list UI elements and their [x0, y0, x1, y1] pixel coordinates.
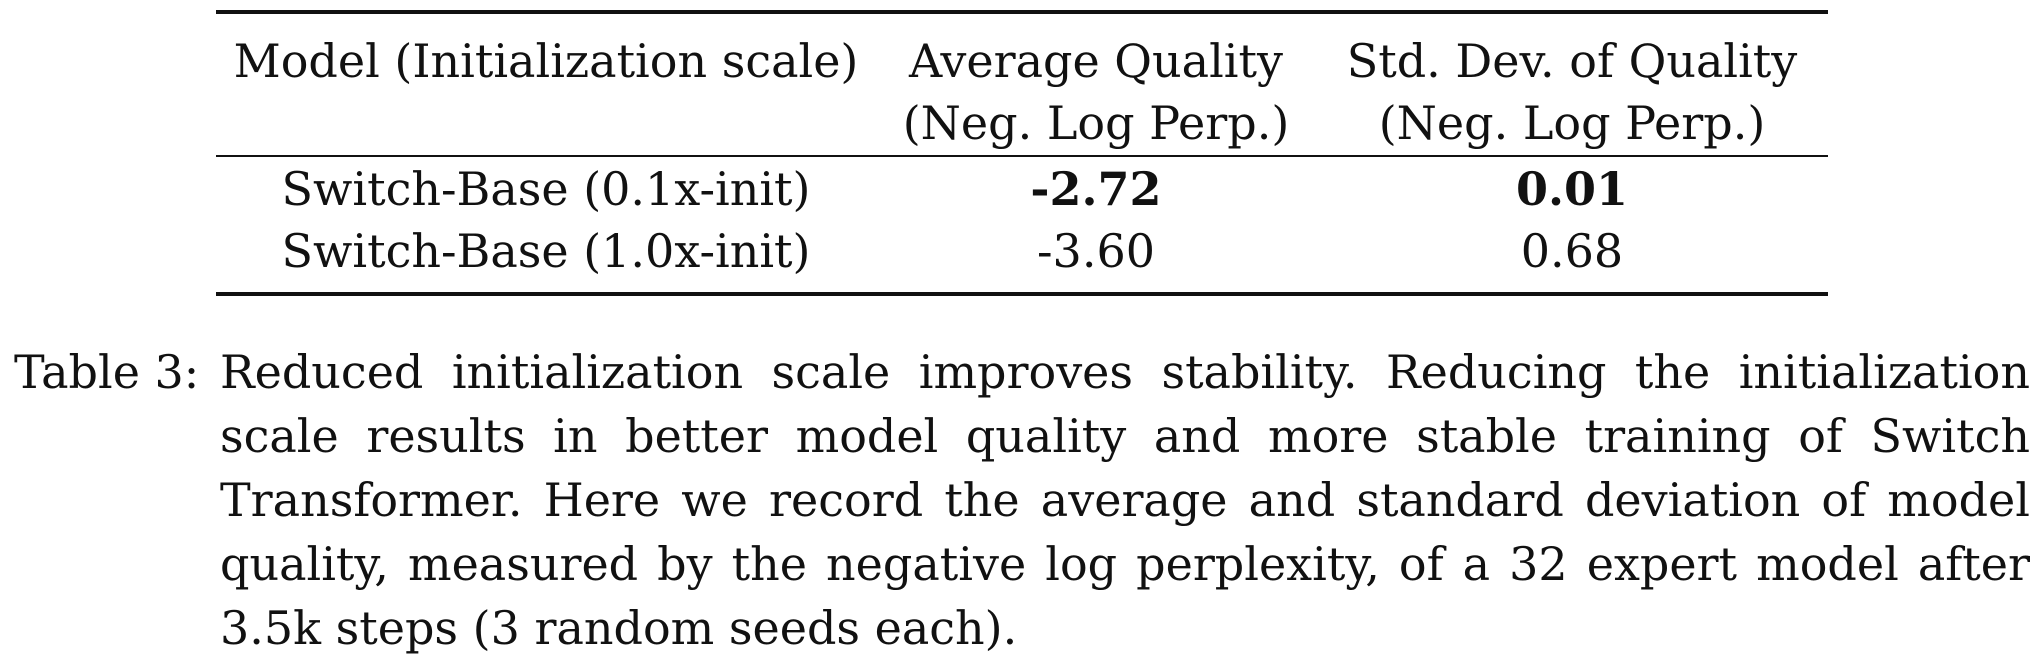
row-1-average-quality: -2.72: [1030, 162, 1162, 216]
row-1-std-dev-quality: 0.01: [1515, 162, 1629, 216]
row-2-std-dev-quality: 0.68: [1520, 224, 1624, 278]
header-average-quality: Average Quality: [909, 34, 1283, 88]
row-2-average-quality: -3.60: [1037, 224, 1155, 278]
table-bottom-rule: [216, 292, 1828, 296]
caption-text: Reduced initialization scale improves st…: [220, 345, 2030, 655]
table-top-rule: [216, 10, 1828, 14]
row-1-model: Switch-Base (0.1x-init): [281, 162, 811, 216]
caption-label: Table 3:: [14, 345, 200, 399]
header-average-quality-unit: (Neg. Log Perp.): [902, 96, 1290, 150]
row-2-model: Switch-Base (1.0x-init): [281, 224, 811, 278]
table-header-rule: [216, 155, 1828, 157]
header-model: Model (Initialization scale): [233, 34, 859, 88]
header-std-dev-quality-unit: (Neg. Log Perp.): [1378, 96, 1766, 150]
header-std-dev-quality: Std. Dev. of Quality: [1346, 34, 1798, 88]
